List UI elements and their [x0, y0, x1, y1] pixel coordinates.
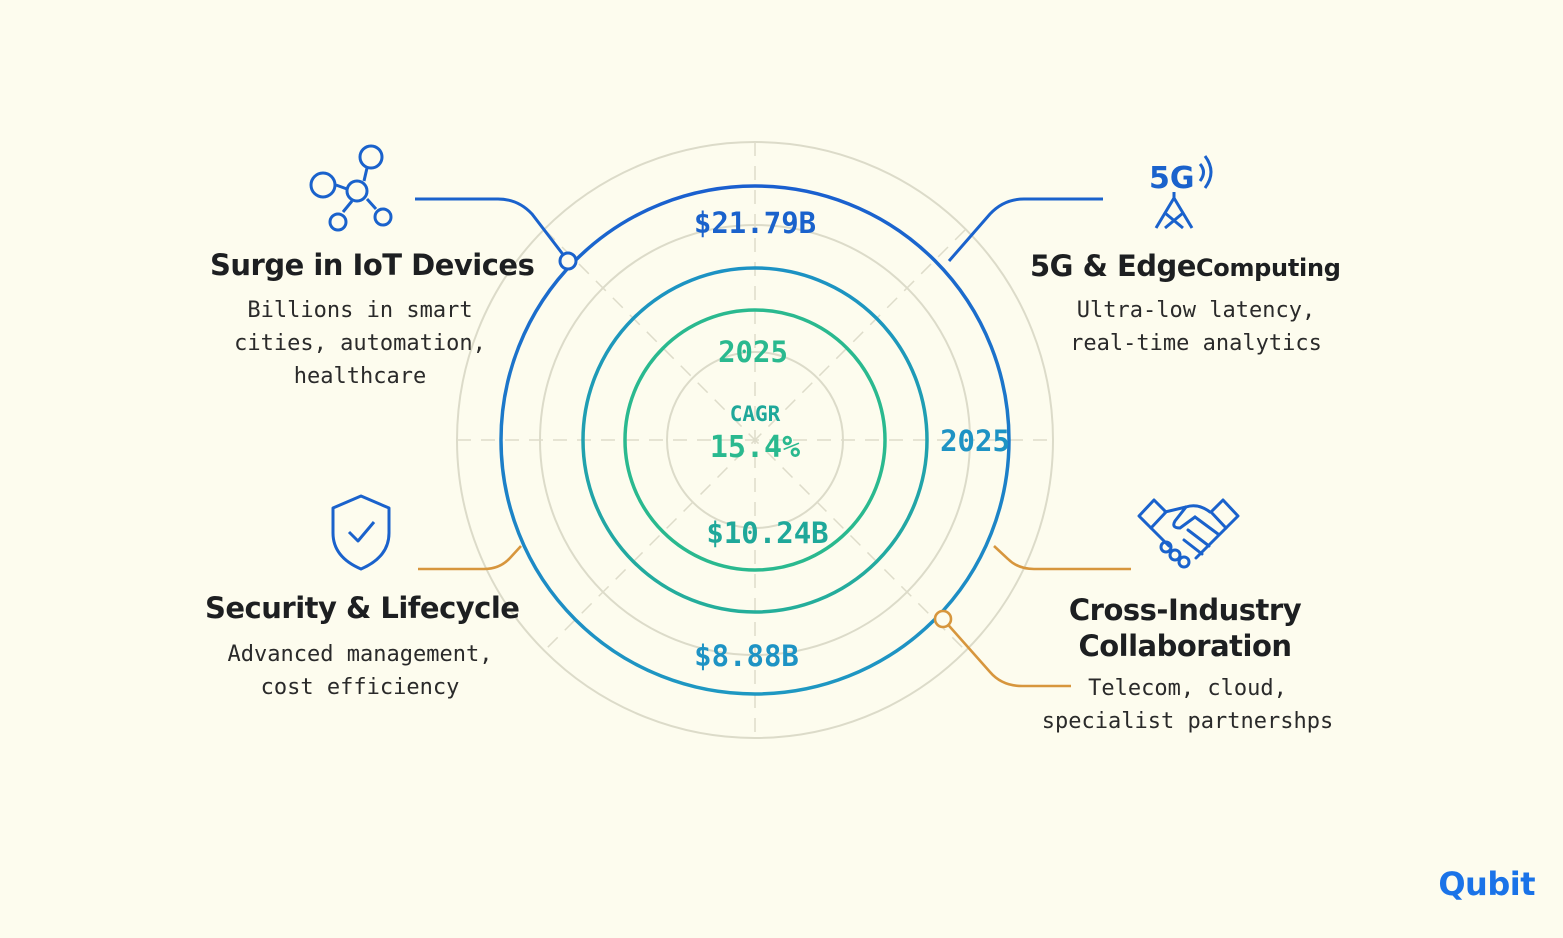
- iot-desc: Billions in smart cities, automation, he…: [234, 298, 486, 389]
- outer-ring: [499, 184, 1011, 696]
- 5g-title: 5G & EdgeComputing: [1030, 249, 1341, 283]
- iot-title: Surge in IoT Devices: [210, 248, 535, 282]
- connector-iot: [415, 197, 570, 262]
- middle-ring: [581, 266, 929, 614]
- 5g-desc: Ultra-low latency, real-time analytics: [1070, 298, 1322, 356]
- value-outer-bottom: $8.88B: [694, 639, 799, 673]
- qubit-logo: Qubit: [1438, 865, 1535, 903]
- connector-node-collab: [933, 609, 953, 629]
- collab-desc: Telecom, cloud, specialist partnershps: [1041, 676, 1334, 734]
- cagr-value: 15.4%: [709, 430, 801, 465]
- 5g-tower-icon: 5G: [1149, 155, 1213, 230]
- guide-spokes: [457, 142, 1053, 738]
- security-title: Security & Lifecycle: [205, 591, 520, 625]
- 5g-title-main: 5G & Edge: [1030, 249, 1196, 283]
- handshake-icon: [1137, 498, 1240, 569]
- svg-text:5G: 5G: [1149, 161, 1195, 196]
- shield-check-icon: [331, 494, 391, 571]
- connector-collab-top: [993, 545, 1131, 571]
- cagr-label: CAGR: [729, 402, 781, 426]
- year-inner: 2025: [718, 335, 788, 369]
- inner-ring: [623, 308, 887, 572]
- connector-node-iot: [558, 251, 578, 271]
- network-nodes-icon: [309, 144, 393, 232]
- 5g-title-suffix: Computing: [1195, 254, 1341, 282]
- connector-security: [418, 545, 522, 571]
- value-middle: $10.24B: [706, 516, 829, 550]
- connector-collab-bottom: [942, 618, 1071, 688]
- connector-5g: [947, 197, 1103, 262]
- security-desc: Advanced management, cost efficiency: [227, 642, 493, 700]
- year-outer: 2025: [940, 424, 1010, 458]
- value-outer-top: $21.79B: [693, 206, 817, 240]
- collab-title: Cross-Industry Collaboration: [1068, 593, 1302, 663]
